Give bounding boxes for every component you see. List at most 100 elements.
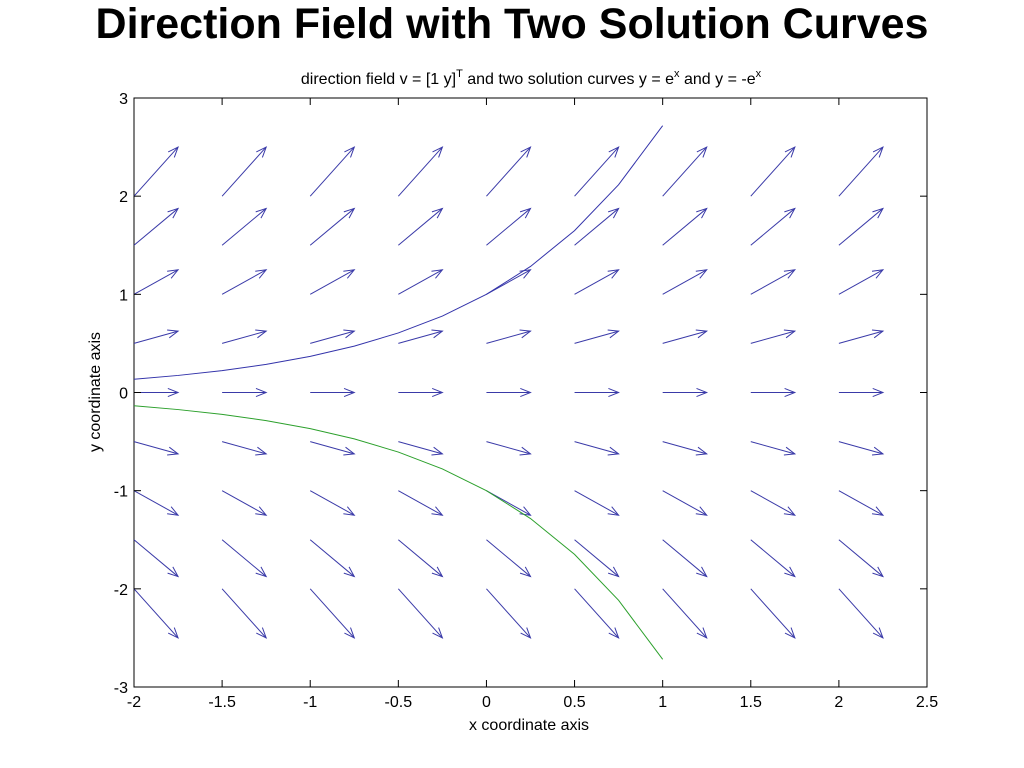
direction-arrow bbox=[750, 588, 796, 639]
y-tick-label: 1 bbox=[119, 287, 128, 304]
arrow-head bbox=[695, 446, 709, 456]
arrow-head bbox=[431, 566, 444, 578]
arrow-head bbox=[607, 329, 620, 339]
arrow-head bbox=[607, 269, 620, 279]
arrow-shaft bbox=[662, 269, 707, 295]
arrow-head bbox=[167, 387, 180, 398]
arrow-head bbox=[431, 446, 444, 456]
arrow-shaft bbox=[309, 146, 355, 197]
direction-arrow bbox=[221, 490, 268, 516]
arrow-head bbox=[519, 329, 532, 339]
direction-arrow bbox=[838, 329, 885, 344]
arrow-shaft bbox=[398, 208, 443, 246]
arrow-shaft bbox=[309, 269, 355, 295]
arrow-head bbox=[520, 387, 532, 398]
direction-arrow bbox=[221, 441, 268, 456]
direction-arrow bbox=[310, 387, 356, 398]
chart-title-part: and y = -e bbox=[680, 71, 756, 88]
x-tick-label: 0 bbox=[482, 694, 491, 711]
direction-arrow bbox=[398, 329, 444, 344]
arrow-shaft bbox=[133, 539, 179, 577]
direction-arrow bbox=[750, 539, 796, 578]
arrow-shaft bbox=[574, 269, 619, 295]
y-tick-label: -1 bbox=[114, 484, 128, 501]
direction-arrow bbox=[397, 146, 444, 197]
arrow-head bbox=[783, 269, 797, 279]
x-axis-label: x coordinate axis bbox=[469, 717, 589, 734]
arrow-shaft bbox=[486, 588, 531, 639]
direction-arrow bbox=[574, 207, 620, 246]
direction-arrow bbox=[838, 490, 885, 516]
direction-arrow bbox=[750, 441, 797, 456]
arrow-shaft bbox=[838, 588, 884, 639]
arrow-head bbox=[519, 446, 532, 456]
direction-arrow bbox=[309, 539, 356, 578]
chart-title-sup: x bbox=[674, 68, 680, 80]
arrow-head bbox=[343, 207, 356, 219]
arrow-shaft bbox=[750, 441, 795, 455]
direction-arrow bbox=[133, 269, 180, 295]
chart-title-part: and two solution curves y = e bbox=[463, 71, 674, 88]
direction-arrow bbox=[221, 539, 268, 578]
arrow-shaft bbox=[838, 269, 884, 295]
arrow-head bbox=[696, 566, 708, 578]
arrow-shaft bbox=[486, 146, 531, 197]
x-tick-label: -0.5 bbox=[385, 694, 413, 711]
arrow-shaft bbox=[221, 269, 267, 295]
solution-curve bbox=[133, 125, 664, 380]
direction-arrow bbox=[574, 441, 620, 456]
arrow-head bbox=[784, 207, 796, 219]
arrow-shaft bbox=[838, 490, 884, 516]
arrow-head bbox=[871, 329, 885, 339]
x-tick-label: -1 bbox=[303, 694, 317, 711]
arrow-shaft bbox=[662, 146, 708, 197]
arrow-head bbox=[167, 627, 179, 639]
arrow-head bbox=[520, 627, 532, 639]
chart-title: direction field v = [1 y]T and two solut… bbox=[301, 68, 762, 88]
arrow-shaft bbox=[574, 490, 619, 516]
arrow-head bbox=[167, 269, 180, 279]
arrow-shaft bbox=[133, 588, 179, 639]
arrow-head bbox=[255, 566, 268, 578]
arrow-head bbox=[872, 627, 884, 639]
direction-arrow bbox=[133, 588, 179, 639]
direction-arrow bbox=[838, 539, 884, 578]
arrow-head bbox=[344, 146, 356, 158]
arrow-head bbox=[343, 446, 356, 456]
arrow-head bbox=[343, 387, 356, 398]
arrow-shaft bbox=[221, 146, 267, 197]
arrow-head bbox=[519, 269, 532, 279]
arrow-head bbox=[696, 387, 709, 398]
arrow-head bbox=[255, 446, 268, 456]
arrow-head bbox=[784, 566, 796, 578]
arrow-head bbox=[255, 329, 268, 339]
direction-arrow bbox=[662, 539, 708, 578]
chart-title-sup: x bbox=[756, 68, 762, 80]
direction-arrow bbox=[398, 441, 444, 456]
arrow-shaft bbox=[221, 441, 267, 455]
arrow-shaft bbox=[750, 588, 796, 639]
arrow-head bbox=[520, 146, 532, 158]
solution-curve bbox=[133, 405, 664, 660]
arrow-shaft bbox=[838, 441, 884, 455]
arrow-shaft bbox=[838, 539, 884, 577]
y-tick-label: 2 bbox=[119, 189, 128, 206]
plot-area bbox=[133, 97, 928, 688]
arrow-shaft bbox=[398, 330, 443, 344]
direction-arrow bbox=[574, 387, 620, 398]
arrow-shaft bbox=[133, 441, 179, 455]
arrow-shaft bbox=[310, 441, 355, 455]
direction-arrow bbox=[133, 329, 180, 344]
y-axis-label: y coordinate axis bbox=[87, 332, 104, 452]
direction-arrow bbox=[309, 146, 356, 197]
arrow-head bbox=[872, 566, 884, 578]
direction-arrow bbox=[310, 441, 356, 456]
direction-arrow bbox=[662, 490, 708, 516]
arrow-head bbox=[256, 146, 268, 158]
arrow-head bbox=[167, 207, 180, 219]
arrow-head bbox=[784, 146, 796, 158]
arrow-head bbox=[167, 566, 180, 578]
direction-arrow bbox=[221, 329, 268, 344]
arrow-head bbox=[607, 446, 620, 456]
direction-arrow bbox=[486, 146, 532, 197]
